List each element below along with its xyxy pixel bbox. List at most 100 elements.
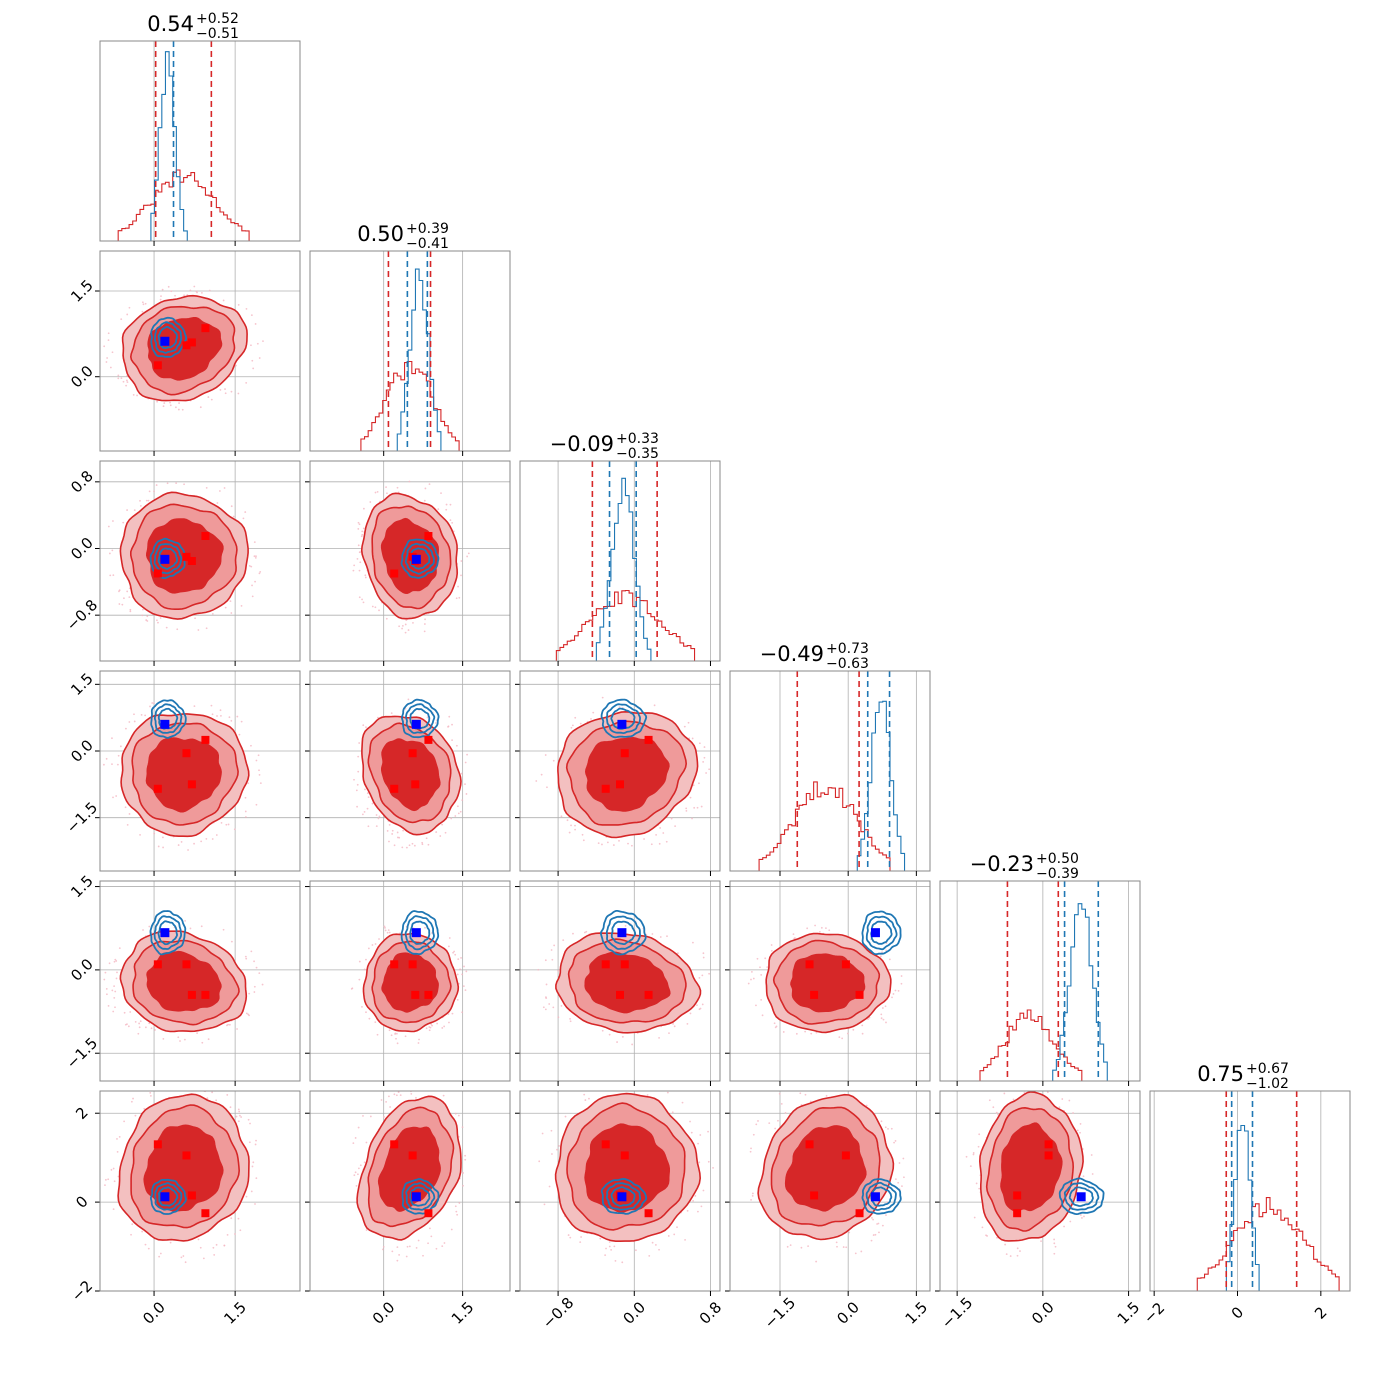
hist-panel-3: −0.49 +0.73−0.63 — [729, 641, 931, 876]
blue-marker — [870, 928, 880, 938]
x-tick-label: −0.8 — [539, 1294, 577, 1332]
hist-panel-2: −0.09 +0.33−0.35 — [519, 431, 721, 666]
x-tick-label: 1.5 — [448, 1298, 478, 1328]
y-tick-label: 2 — [72, 1103, 91, 1122]
blue-contour — [149, 537, 186, 580]
blue-contour — [861, 910, 902, 956]
panel-frame — [99, 670, 301, 872]
blue-marker — [160, 928, 170, 938]
red-marker — [1013, 1191, 1022, 1200]
x-tick-label: −2 — [1140, 1299, 1168, 1327]
panel-frame — [309, 880, 511, 1082]
red-marker — [855, 990, 864, 999]
red-contour-inner — [143, 1124, 224, 1212]
red-contour-inner — [584, 736, 670, 812]
red-marker — [810, 990, 819, 999]
blue-contour — [149, 910, 187, 956]
title-plus: +0.50 — [1036, 851, 1079, 867]
blue-marker — [411, 719, 421, 729]
red-marker — [601, 784, 610, 793]
panel-frame — [99, 40, 301, 242]
blue-marker — [160, 554, 170, 564]
panel-frame — [309, 460, 511, 662]
red-marker — [424, 532, 433, 540]
scatter-panel-3-2 — [515, 670, 721, 876]
x-tick-label: 1.5 — [902, 1298, 932, 1328]
blue-histogram — [730, 700, 930, 871]
scatter-panel-5-1: 0.0 1.5 — [305, 1090, 511, 1328]
x-tick-label: 0 — [1228, 1303, 1247, 1322]
blue-contour — [150, 699, 187, 739]
red-marker — [644, 1209, 653, 1218]
blue-contour — [154, 1182, 183, 1211]
y-tick-label: 0 — [72, 1192, 91, 1211]
panel-title: −0.09 +0.33−0.35 — [550, 431, 659, 462]
red-marker — [182, 341, 191, 350]
scatter-points — [538, 1091, 714, 1264]
y-tick-label: 1.5 — [67, 872, 97, 902]
red-histogram — [940, 1009, 1140, 1081]
red-marker — [1044, 1140, 1053, 1149]
panel-frame — [729, 1090, 931, 1292]
x-tick-label: 0.0 — [619, 1298, 649, 1328]
blue-contour — [1063, 1182, 1100, 1211]
red-marker — [182, 1151, 191, 1160]
panel-frame — [99, 880, 301, 1082]
blue-contour — [409, 707, 431, 730]
red-marker — [620, 749, 629, 758]
red-marker — [153, 1140, 162, 1149]
x-tick-label: 0.8 — [696, 1298, 726, 1328]
red-marker — [620, 1151, 629, 1160]
y-tick-label: 0.0 — [67, 534, 97, 564]
blue-contour — [865, 915, 898, 951]
red-marker — [153, 361, 162, 370]
blue-contour — [605, 1182, 642, 1211]
blue-contour — [610, 920, 637, 945]
panel-title: −0.49 +0.73−0.63 — [760, 641, 869, 672]
title-median: −0.09 — [550, 432, 614, 456]
red-marker — [424, 990, 433, 999]
hist-panel-0: 0.54 +0.52−0.51 — [99, 11, 301, 246]
x-tick-label: 0.0 — [139, 1298, 169, 1328]
title-minus: −0.39 — [1036, 866, 1079, 882]
scatter-panel-4-0: −1.50.01.5 — [63, 872, 301, 1086]
x-tick-label: 2 — [1311, 1303, 1330, 1322]
blue-contour — [400, 910, 440, 955]
red-marker — [201, 1209, 210, 1218]
red-marker — [187, 780, 196, 789]
red-histogram — [1150, 1197, 1350, 1291]
red-histogram — [100, 169, 300, 241]
blue-contour — [1068, 1186, 1094, 1207]
blue-contour — [157, 920, 178, 946]
y-tick-label: 1.5 — [67, 276, 97, 306]
title-plus: +0.33 — [616, 431, 659, 447]
red-marker — [411, 990, 420, 999]
red-marker — [805, 1140, 814, 1149]
red-marker — [424, 1209, 433, 1218]
red-marker — [841, 1151, 850, 1160]
red-marker — [187, 1191, 196, 1200]
blue-marker — [617, 1192, 627, 1202]
x-tick-label: −1.5 — [761, 1294, 799, 1332]
blue-contour — [610, 707, 636, 730]
blue-contour — [1058, 1177, 1105, 1216]
red-marker — [187, 990, 196, 999]
red-marker — [390, 960, 399, 969]
x-tick-label: 1.5 — [220, 1298, 250, 1328]
scatter-panel-4-1 — [305, 880, 511, 1086]
panel-frame — [519, 880, 721, 1082]
scatter-panel-5-0: −2 0 2 0.0 1.5 — [68, 1090, 301, 1328]
blue-contour — [404, 915, 435, 951]
y-tick-label: −2 — [68, 1277, 96, 1305]
scatter-panel-2-0: −0.80.00.8 — [63, 460, 301, 666]
blue-contour — [153, 543, 183, 575]
x-tick-label: 0.0 — [369, 1298, 399, 1328]
panel-frame — [729, 880, 931, 1082]
panel-frame — [939, 880, 1141, 1082]
blue-contour — [400, 538, 440, 579]
red-marker — [390, 569, 399, 578]
blue-marker — [160, 336, 170, 346]
blue-contour — [865, 1181, 897, 1211]
scatter-panel-4-3 — [725, 880, 931, 1086]
